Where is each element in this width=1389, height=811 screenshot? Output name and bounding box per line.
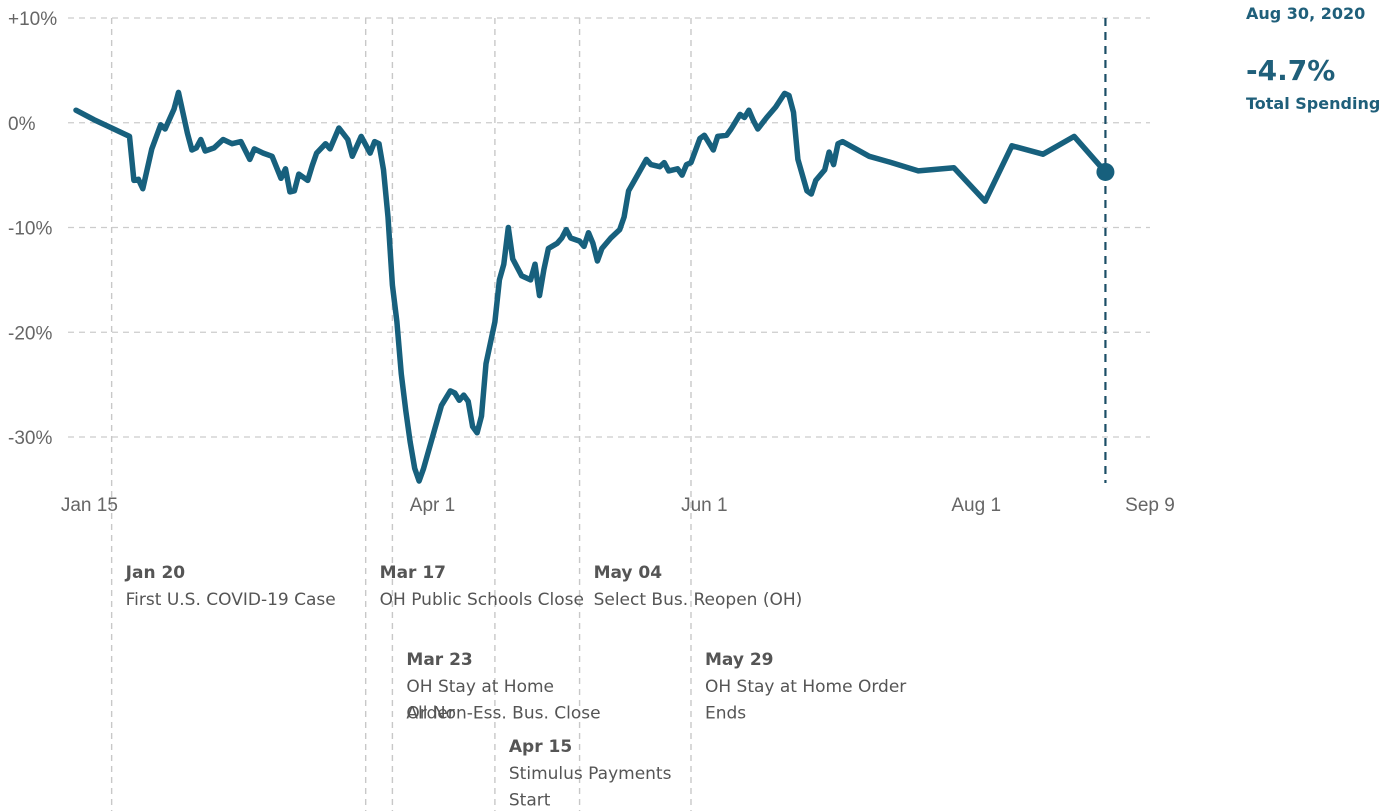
x-tick-label: Apr 1 [410,495,455,516]
x-tick-label: Jun 1 [681,495,727,516]
event-label: First U.S. COVID-19 Case [126,590,336,610]
event-label: OH Stay at Home Order [705,677,906,697]
y-tick-label: -10% [8,219,52,240]
event-label: Select Bus. Reopen (OH) [594,590,803,610]
event-date: Jan 20 [125,563,186,583]
grid-lines [68,17,1150,438]
x-tick-label: Jan 15 [61,495,118,516]
x-tick-label: Sep 9 [1125,495,1175,516]
event-label: OH Stay at Home [406,677,554,697]
event-label: All Non-Ess. Bus. Close [406,704,600,724]
x-tick-label: Aug 1 [951,495,1001,516]
event-label: Order [406,704,454,724]
event-label: Start [509,791,551,811]
event-date: May 29 [705,650,774,670]
event-label: Ends [705,704,746,724]
event-lines [110,18,692,811]
y-tick-label: +10% [8,9,57,30]
current-point [1096,162,1115,181]
current-value: -4.7% [1246,54,1336,87]
event-label: OH Public Schools Close [380,590,584,610]
event-date: May 04 [594,563,663,583]
event-label: Stimulus Payments [509,764,672,784]
event-date: Apr 15 [509,737,572,757]
event-annotations: Jan 20 First U.S. COVID-19 Case Mar 17 OH P… [125,563,907,811]
series-line-0 [73,89,1109,484]
y-tick-label: 0% [8,114,36,135]
event-date: Mar 23 [406,650,472,670]
y-tick-label: -30% [8,428,52,449]
y-axis: +10% 0% -10% -20% -30% [8,9,57,449]
series-group [73,18,1115,484]
y-tick-label: -20% [8,323,52,344]
current-date: Aug 30, 2020 [1246,4,1366,23]
event-date: Mar 17 [380,563,446,583]
x-axis: Jan 15 Apr 1 Jun 1 Aug 1 Sep 9 [61,495,1175,516]
current-series-label: Total Spending [1246,94,1381,113]
